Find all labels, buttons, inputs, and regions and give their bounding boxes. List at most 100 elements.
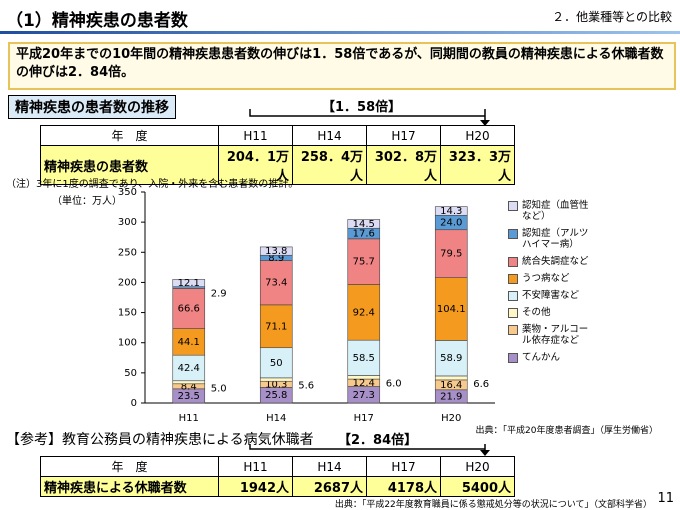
- legend-label: てんかん: [522, 352, 561, 363]
- legend-swatch: [508, 308, 518, 318]
- bar-segment: [347, 238, 381, 285]
- legend-label: 認知症（血管性など）: [522, 200, 589, 222]
- bar-segment: [172, 279, 206, 288]
- data-label: 5.0: [211, 383, 227, 394]
- legend-item: 認知症（血管性など）: [508, 200, 600, 222]
- data-label: 27.3: [353, 390, 375, 401]
- legend-label: その他: [522, 307, 551, 318]
- cell: 204．1万人: [218, 145, 293, 185]
- legend-item: 薬物・アルコール依存症など: [508, 324, 600, 346]
- data-label: 8.4: [181, 381, 197, 392]
- data-label: 6.0: [386, 378, 402, 389]
- data-label: 44.1: [178, 337, 200, 348]
- bar-segment: [347, 375, 381, 380]
- legend-swatch: [508, 274, 518, 284]
- y-tick-label: 100: [118, 338, 137, 349]
- cell: 4178人: [366, 476, 441, 497]
- bar-segment: [259, 246, 293, 256]
- data-label: 14.3: [440, 206, 462, 217]
- y-tick-label: 0: [131, 398, 137, 409]
- unit-label: （単位：万人）: [52, 196, 122, 207]
- section-label: ２．他業種等との比較: [552, 10, 672, 24]
- y-tick-label: 300: [118, 217, 137, 228]
- cell: 323．3万人: [440, 145, 515, 185]
- header-cell: H20: [440, 125, 515, 146]
- y-tick-label: 200: [118, 277, 137, 288]
- y-tick-label: 250: [118, 247, 137, 258]
- header-cell: H11: [218, 456, 293, 477]
- legend-item: 不安障害など: [508, 290, 600, 301]
- title-rule: [0, 31, 680, 34]
- data-label: 71.1: [265, 321, 287, 332]
- data-label: 13.8: [265, 246, 287, 257]
- note: （注）3年に1度の調査であり、入院・外来を含む患者数の推計。: [6, 179, 299, 190]
- header-row: 年 度 H11 H14 H17 H20: [40, 125, 515, 146]
- x-tick-label: H20: [441, 413, 461, 424]
- data-label: 6.6: [473, 379, 489, 390]
- source: 出典：「平成22年度教育職員に係る懲戒処分等の状況について」（文部科学省）: [334, 500, 652, 510]
- bar-segment: [259, 377, 293, 382]
- cell: 精神疾患による休職者数: [40, 476, 219, 497]
- bar-segment: [259, 304, 293, 349]
- legend-swatch: [508, 353, 518, 363]
- growth-arrow: [249, 109, 490, 126]
- data-label: 73.4: [265, 278, 287, 289]
- legend-swatch: [508, 257, 518, 267]
- data-label: 42.4: [178, 363, 200, 374]
- bar-segment: [347, 284, 381, 341]
- data-label: 16.4: [440, 380, 462, 391]
- growth-label: 【2．84倍】: [338, 433, 418, 448]
- legend-item: 認知症（アルツハイマー病）: [508, 228, 600, 250]
- bar-segment: [347, 339, 381, 376]
- cell: 302．8万人: [366, 145, 441, 185]
- y-tick-label: 50: [124, 368, 137, 379]
- reference-heading: 【参考】教育公務員の精神疾患による病気休職者: [6, 432, 314, 448]
- data-label: 17.6: [353, 229, 375, 240]
- page-number: 11: [657, 491, 674, 506]
- data-label: 23.5: [178, 391, 200, 402]
- bar-segment: [434, 340, 468, 377]
- legend-label: 不安障害など: [522, 290, 580, 301]
- data-label: 12.1: [178, 278, 200, 289]
- y-tick-label: 350: [118, 187, 137, 198]
- data-label: 2.9: [211, 289, 227, 300]
- x-tick-label: H11: [179, 413, 199, 424]
- summary-box: 平成20年までの10年間の精神疾患患者数の伸びは1．58倍であるが、同期間の教員…: [8, 42, 676, 90]
- legend-label: 認知症（アルツハイマー病）: [522, 228, 589, 250]
- header-cell: H17: [366, 125, 441, 146]
- data-row: 精神疾患による休職者数 1942人 2687人 4178人 5400人: [40, 476, 515, 497]
- y-tick-label: 150: [118, 308, 137, 319]
- data-label: 92.4: [353, 307, 375, 318]
- reference-table: 年 度 H11 H14 H17 H20 精神疾患による休職者数 1942人 2687人 4178…: [40, 456, 515, 497]
- header-cell: H17: [366, 456, 441, 477]
- legend-swatch: [508, 201, 518, 211]
- bar-segment: [434, 206, 468, 216]
- bar-segment: [172, 328, 206, 356]
- x-tick-label: H17: [354, 413, 374, 424]
- legend-label: 薬物・アルコール依存症など: [522, 324, 589, 346]
- source: 出典：「平成20年度患者調査」（厚生労働省）: [475, 426, 658, 436]
- data-label: 58.9: [440, 353, 462, 364]
- data-label: 50: [270, 358, 283, 369]
- header-cell: 年 度: [40, 456, 219, 477]
- section-heading: 精神疾患の患者数の推移: [8, 95, 176, 119]
- data-label: 79.5: [440, 249, 462, 260]
- legend-label: うつ病など: [522, 273, 570, 284]
- data-label: 66.6: [178, 304, 200, 315]
- bar-segment: [434, 229, 468, 278]
- cell: 2687人: [292, 476, 367, 497]
- header-row: 年 度 H11 H14 H17 H20: [40, 456, 515, 477]
- data-label: 21.9: [440, 391, 462, 402]
- bar-segment: [434, 277, 468, 341]
- cell: 1942人: [218, 476, 293, 497]
- cell: 258．4万人: [292, 145, 367, 185]
- data-label: 24.0: [440, 218, 462, 229]
- legend-item: 統合失調症など: [508, 256, 600, 267]
- bar-segment: [259, 260, 293, 306]
- growth-label: 【1．58倍】: [322, 100, 402, 115]
- header-cell: H14: [292, 125, 367, 146]
- legend: 認知症（血管性など） 認知症（アルツハイマー病） 統合失調症など うつ病など不安障害な…: [508, 200, 600, 369]
- data-label: 10.3: [265, 379, 287, 390]
- legend-label: 統合失調症など: [522, 256, 589, 267]
